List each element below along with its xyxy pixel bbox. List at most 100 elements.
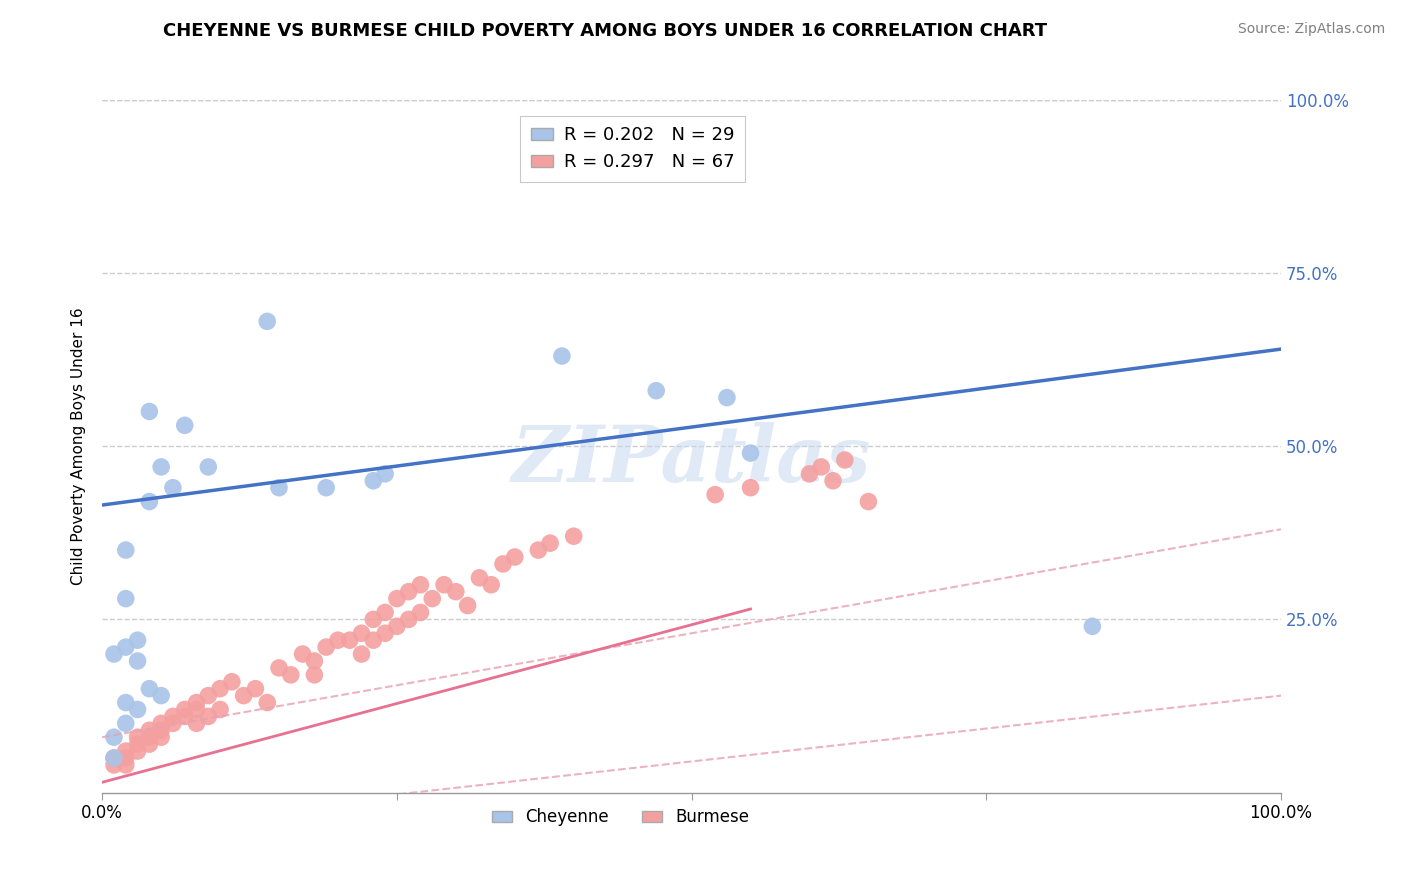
Point (150, 716, 173, 731)
Point (232, 689, 254, 703)
Point (245, 681, 267, 696)
Point (162, 481, 184, 495)
Point (304, 654, 326, 668)
Y-axis label: Child Poverty Among Boys Under 16: Child Poverty Among Boys Under 16 (72, 308, 86, 585)
Point (280, 668, 302, 682)
Point (114, 591, 136, 606)
Point (186, 702, 208, 716)
Point (197, 689, 219, 703)
Point (420, 591, 443, 606)
Point (256, 314, 278, 328)
Point (103, 730, 125, 744)
Point (562, 529, 585, 543)
Point (150, 459, 173, 474)
Point (162, 709, 184, 723)
Point (538, 536, 561, 550)
Point (363, 633, 385, 648)
Point (114, 744, 136, 758)
Point (209, 702, 232, 716)
Point (492, 557, 515, 571)
Point (1081, 619, 1104, 633)
Point (173, 709, 195, 723)
Point (127, 737, 149, 751)
Point (114, 640, 136, 654)
Point (256, 696, 278, 710)
Point (186, 696, 208, 710)
Point (114, 751, 136, 765)
Point (114, 716, 136, 731)
Point (114, 758, 136, 772)
Point (740, 481, 762, 495)
Point (127, 654, 149, 668)
Point (444, 584, 467, 599)
Point (551, 349, 574, 363)
Legend: Cheyenne, Burmese: Cheyenne, Burmese (485, 802, 756, 833)
Point (221, 674, 243, 689)
Point (138, 730, 160, 744)
Point (209, 681, 232, 696)
Point (103, 751, 125, 765)
Point (150, 723, 173, 738)
Point (374, 626, 396, 640)
Point (810, 459, 832, 474)
Point (457, 599, 479, 613)
Point (409, 606, 432, 620)
Point (197, 709, 219, 723)
Point (479, 578, 502, 592)
Point (291, 647, 314, 661)
Point (409, 578, 432, 592)
Point (127, 744, 149, 758)
Point (374, 606, 396, 620)
Point (127, 702, 149, 716)
Point (398, 612, 420, 626)
Point (267, 661, 290, 675)
Point (350, 647, 373, 661)
Point (350, 626, 373, 640)
Point (114, 696, 136, 710)
Point (127, 633, 149, 648)
Text: ZIPatlas: ZIPatlas (512, 422, 872, 499)
Point (716, 391, 738, 405)
Point (150, 689, 173, 703)
Point (385, 619, 408, 633)
Point (138, 404, 160, 418)
Point (339, 633, 361, 648)
Point (858, 494, 880, 508)
Point (173, 702, 195, 716)
Point (385, 591, 408, 606)
Point (186, 716, 208, 731)
Point (304, 668, 326, 682)
Point (326, 633, 349, 648)
Point (162, 716, 184, 731)
Point (103, 647, 125, 661)
Point (374, 467, 396, 481)
Point (267, 481, 290, 495)
Point (103, 751, 125, 765)
Point (433, 578, 456, 592)
Point (834, 453, 856, 467)
Point (468, 571, 491, 585)
Point (173, 418, 195, 433)
Point (645, 384, 668, 398)
Point (138, 494, 160, 508)
Point (527, 543, 550, 558)
Point (799, 467, 821, 481)
Text: Source: ZipAtlas.com: Source: ZipAtlas.com (1237, 22, 1385, 37)
Point (363, 474, 385, 488)
Point (740, 446, 762, 460)
Point (138, 681, 160, 696)
Point (821, 474, 844, 488)
Point (704, 488, 727, 502)
Point (398, 584, 420, 599)
Point (503, 549, 526, 564)
Point (315, 640, 337, 654)
Point (127, 730, 149, 744)
Text: CHEYENNE VS BURMESE CHILD POVERTY AMONG BOYS UNDER 16 CORRELATION CHART: CHEYENNE VS BURMESE CHILD POVERTY AMONG … (163, 22, 1046, 40)
Point (138, 737, 160, 751)
Point (197, 459, 219, 474)
Point (363, 612, 385, 626)
Point (138, 723, 160, 738)
Point (315, 481, 337, 495)
Point (114, 543, 136, 558)
Point (103, 758, 125, 772)
